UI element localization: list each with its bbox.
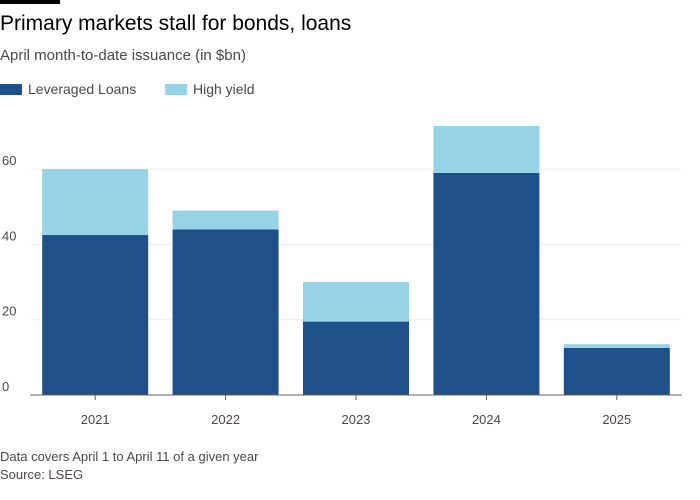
legend: Leveraged Loans High yield [0, 80, 700, 98]
y-tick-label-20: 20 [2, 304, 16, 319]
bar-leveraged-loans-2022 [172, 229, 279, 395]
x-tick-label-2022: 2022 [211, 412, 240, 427]
x-tick-label-2024: 2024 [472, 412, 501, 427]
x-tick-label-2023: 2023 [342, 412, 371, 427]
bar-high-yield-2025 [563, 344, 670, 348]
bar-high-yield-2024 [433, 125, 540, 173]
x-tick-label-2025: 2025 [602, 412, 631, 427]
legend-label-high-yield: High yield [193, 81, 255, 97]
bar-leveraged-loans-2024 [433, 172, 540, 395]
x-tick-label-2021: 2021 [81, 412, 110, 427]
legend-swatch-leveraged-loans [0, 83, 22, 95]
y-tick-label-40: 40 [2, 228, 16, 243]
chart-title: Primary markets stall for bonds, loans [0, 12, 352, 35]
chart-subtitle: April month-to-date issuance (in $bn) [0, 47, 246, 64]
legend-label-leveraged-loans: Leveraged Loans [28, 81, 137, 97]
bar-high-yield-2021 [42, 169, 149, 236]
y-tick-label-0: 0 [2, 379, 9, 394]
bar-high-yield-2022 [172, 210, 279, 230]
y-tick-label-60: 60 [2, 153, 16, 168]
source-note: Source: LSEG [0, 467, 84, 482]
bar-leveraged-loans-2025 [563, 347, 670, 395]
bar-leveraged-loans-2023 [303, 321, 409, 395]
legend-item-high-yield: High yield [165, 80, 254, 98]
footnote: Data covers April 1 to April 11 of a giv… [0, 449, 259, 464]
bar-high-yield-2023 [303, 282, 409, 322]
legend-item-leveraged-loans: Leveraged Loans [0, 80, 136, 98]
bar-leveraged-loans-2021 [42, 235, 149, 395]
top-rule [0, 0, 60, 4]
legend-swatch-high-yield [165, 83, 187, 95]
